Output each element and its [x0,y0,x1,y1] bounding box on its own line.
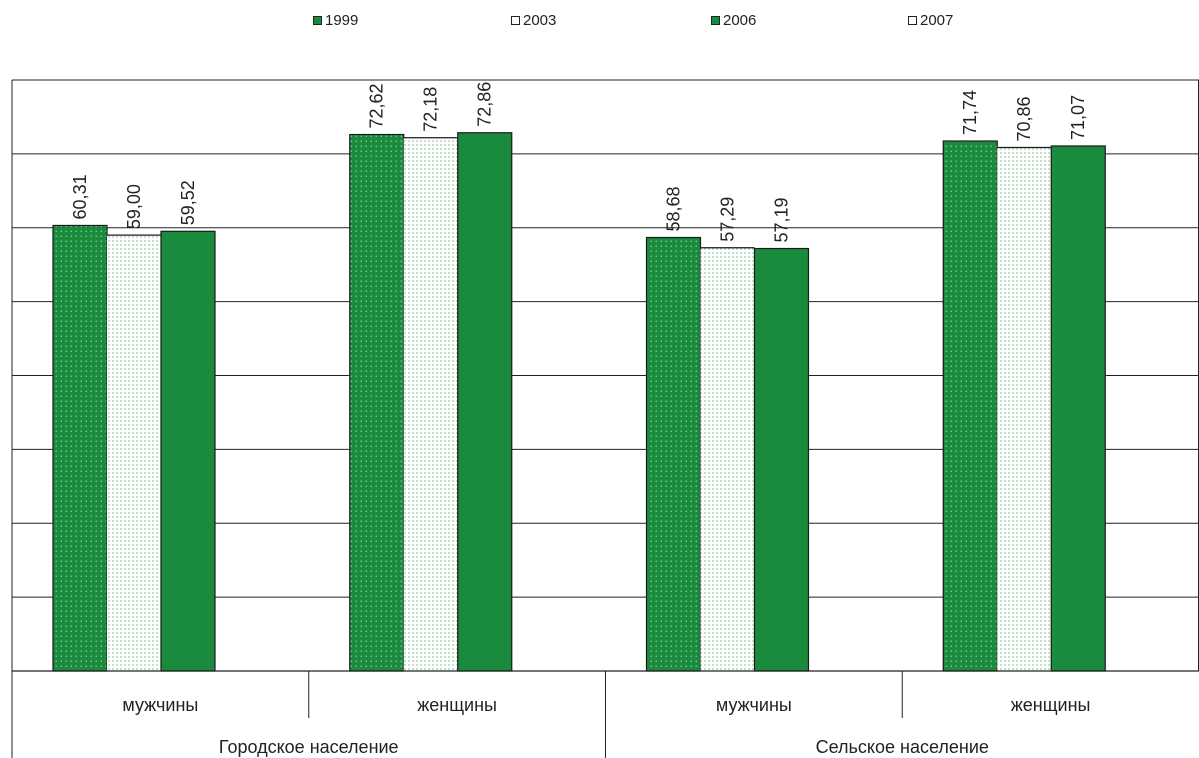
data-label: 72,86 [475,82,495,127]
data-label: 59,00 [124,184,144,229]
group-tick-label: Городское население [219,737,399,757]
data-label: 57,29 [718,197,738,242]
legend-item: 2007 [908,12,953,29]
data-label: 59,52 [178,180,198,225]
bar [403,137,458,671]
group-tick-label: Сельское население [816,737,989,757]
legend-label: 2006 [723,12,757,29]
category-tick-label: мужчины [122,695,198,715]
legend-swatch [313,16,322,25]
data-label: 58,68 [664,186,684,231]
legend-item: 2006 [711,12,756,29]
category-tick-label: женщины [417,695,497,715]
legend-label: 2003 [523,12,557,29]
data-label: 70,86 [1014,96,1034,141]
bar [457,132,513,672]
data-label: 71,07 [1068,95,1088,140]
bar [645,236,702,672]
data-label: 71,74 [960,90,980,135]
bar [753,247,810,672]
bar [997,147,1052,672]
data-label: 57,19 [772,197,792,242]
category-tick-label: мужчины [716,695,792,715]
bar [942,140,998,672]
data-label: 72,18 [421,87,441,132]
legend-item: 1999 [313,12,358,29]
bar [52,224,108,672]
bar [160,230,216,672]
chart-legend: 1999 2003 2006 2007 [0,8,1199,36]
bar [349,133,405,672]
legend-label: 1999 [325,12,359,29]
legend-swatch [908,16,917,25]
bar [1050,145,1106,672]
data-label: 60,31 [70,174,90,219]
data-label: 72,62 [367,83,387,128]
bar [700,247,755,671]
legend-label: 2007 [920,12,954,29]
legend-swatch [511,16,520,25]
bar [107,235,161,671]
legend-item: 2003 [511,12,556,29]
category-tick-label: женщины [1011,695,1091,715]
legend-swatch [711,16,720,25]
